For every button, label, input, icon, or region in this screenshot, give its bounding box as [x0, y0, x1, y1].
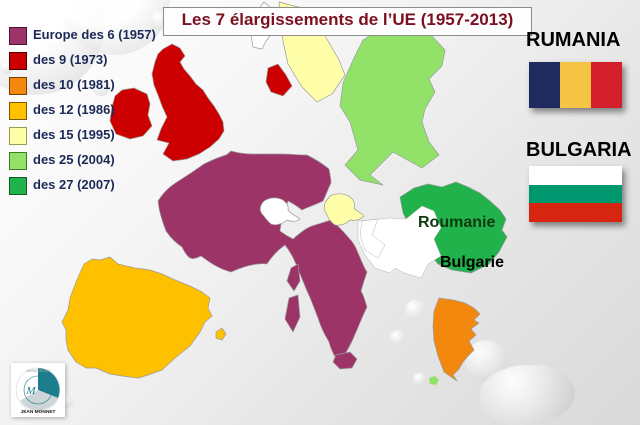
svg-text:JEAN MONNET: JEAN MONNET: [21, 409, 56, 415]
svg-text:association: association: [26, 368, 50, 374]
svg-text:M: M: [25, 385, 36, 397]
